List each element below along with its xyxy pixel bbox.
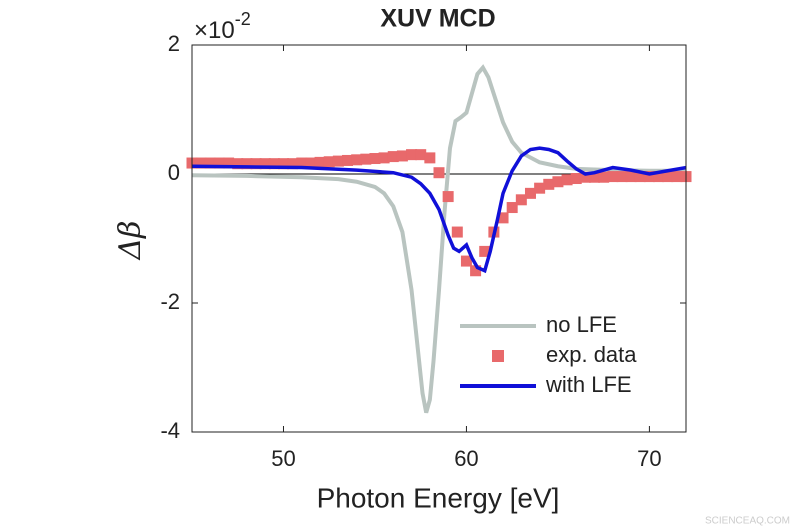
- data-point: [671, 171, 683, 183]
- data-point: [250, 158, 262, 170]
- watermark: SCIENCEAQ.COM: [705, 516, 790, 527]
- data-point: [415, 149, 427, 161]
- data-point: [406, 149, 418, 161]
- data-point: [643, 171, 655, 183]
- data-point: [259, 158, 271, 170]
- data-point: [241, 158, 253, 170]
- data-point: [195, 157, 207, 169]
- plot-area: [192, 45, 686, 432]
- data-point: [515, 194, 527, 206]
- data-point: [277, 158, 289, 170]
- data-point: [570, 173, 582, 185]
- data-point: [424, 152, 436, 164]
- data-point: [268, 158, 280, 170]
- x-axis-label: Photon Energy [eV]: [317, 482, 560, 513]
- series-line: [192, 146, 686, 274]
- data-point: [616, 171, 628, 183]
- data-point: [543, 178, 555, 190]
- data-point: [396, 150, 408, 162]
- data-point: [351, 154, 363, 166]
- chart-title: XUV MCD: [380, 5, 495, 33]
- data-point: [598, 171, 610, 183]
- y-tick-label: -2: [160, 289, 180, 314]
- data-point: [204, 157, 216, 169]
- data-point: [653, 171, 665, 183]
- multiplier-exponent: -2: [235, 9, 251, 29]
- data-point: [506, 202, 518, 214]
- data-point: [561, 174, 573, 186]
- data-point: [314, 156, 326, 168]
- y-tick-label: 2: [168, 31, 180, 56]
- data-point: [213, 157, 225, 169]
- y-axis-label: Δβ: [113, 220, 148, 260]
- legend-label: no LFE: [546, 312, 617, 337]
- data-point: [497, 212, 509, 224]
- data-point: [589, 171, 601, 183]
- data-point: [323, 156, 335, 168]
- x-tick-label: 70: [637, 446, 661, 471]
- data-point: [232, 158, 244, 170]
- legend-label: with LFE: [545, 372, 632, 397]
- data-point: [442, 191, 454, 203]
- data-point: [433, 167, 445, 179]
- y-tick-label: -4: [160, 418, 180, 443]
- series-line: [192, 64, 686, 414]
- data-point: [287, 158, 299, 170]
- data-point: [342, 154, 354, 166]
- data-point: [479, 245, 491, 257]
- x-tick-label: 50: [271, 446, 295, 471]
- data-point: [460, 255, 472, 267]
- data-point: [607, 171, 619, 183]
- axis-multiplier: ×10-2: [194, 9, 251, 45]
- data-point: [378, 152, 390, 164]
- data-point: [305, 157, 317, 169]
- data-point: [451, 226, 463, 238]
- y-tick-label: 0: [168, 160, 180, 185]
- data-point: [662, 171, 674, 183]
- legend-label: exp. data: [546, 342, 637, 367]
- data-point: [534, 182, 546, 194]
- data-point: [625, 171, 637, 183]
- data-point: [524, 187, 536, 199]
- multiplier-base: ×10: [194, 17, 235, 44]
- x-tick-label: 60: [454, 446, 478, 471]
- data-point: [369, 153, 381, 165]
- legend-swatch: [492, 350, 504, 362]
- data-point: [470, 265, 482, 277]
- data-point: [223, 157, 235, 169]
- data-point: [332, 155, 344, 167]
- plot-frame: [191, 44, 687, 433]
- data-point: [296, 157, 308, 169]
- data-point: [634, 171, 646, 183]
- data-point: [579, 171, 591, 183]
- data-point: [552, 176, 564, 188]
- data-point: [387, 151, 399, 163]
- data-point: [360, 153, 372, 165]
